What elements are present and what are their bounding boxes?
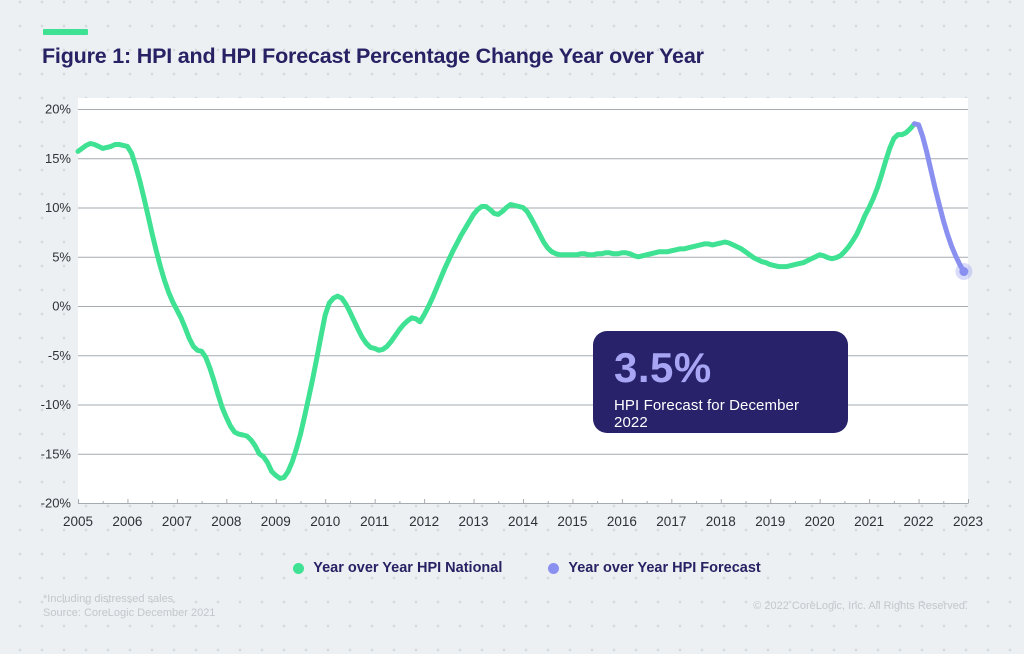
- svg-text:2008: 2008: [211, 514, 241, 529]
- svg-text:20%: 20%: [45, 102, 71, 117]
- forecast-callout-value: 3.5%: [614, 344, 712, 391]
- svg-text:2015: 2015: [557, 514, 587, 529]
- forecast-legend-dot-icon: [548, 562, 560, 574]
- svg-text:5%: 5%: [52, 249, 71, 264]
- svg-text:2006: 2006: [112, 514, 142, 529]
- legend-item-national: Year over Year HPI National: [293, 560, 502, 576]
- copyright-text: © 2022 CoreLogic, Inc. All Rights Reserv…: [753, 600, 968, 612]
- svg-text:2009: 2009: [261, 514, 291, 529]
- svg-text:2005: 2005: [63, 514, 93, 529]
- svg-text:-20%: -20%: [41, 496, 72, 511]
- svg-text:15%: 15%: [45, 151, 71, 166]
- svg-text:0%: 0%: [52, 299, 71, 314]
- forecast-end-marker: [955, 263, 973, 281]
- svg-text:2016: 2016: [607, 514, 637, 529]
- page-title: Figure 1: HPI and HPI Forecast Percentag…: [42, 44, 704, 68]
- forecast-callout: 3.5% HPI Forecast for December 2022: [593, 331, 848, 433]
- svg-text:2010: 2010: [310, 514, 340, 529]
- svg-text:2023: 2023: [953, 514, 983, 529]
- footnote: *Including distressed sales Source: Core…: [43, 592, 215, 620]
- legend-item-forecast: Year over Year HPI Forecast: [548, 560, 761, 576]
- svg-text:2018: 2018: [706, 514, 736, 529]
- x-axis-ticks: [78, 499, 969, 504]
- svg-text:2022: 2022: [904, 514, 934, 529]
- svg-text:-15%: -15%: [41, 446, 72, 461]
- hpi-national-line: [75, 121, 917, 481]
- hpi-forecast-line: [911, 121, 967, 274]
- plot-area: [78, 98, 968, 504]
- footnote-line-1: *Including distressed sales: [43, 593, 174, 605]
- chart-legend: Year over Year HPI National Year over Ye…: [15, 560, 1024, 576]
- footnote-line-2: Source: CoreLogic December 2021: [43, 607, 216, 619]
- svg-text:2011: 2011: [360, 514, 389, 529]
- svg-text:10%: 10%: [45, 200, 71, 215]
- legend-label-national: Year over Year HPI National: [313, 560, 503, 576]
- svg-text:2019: 2019: [755, 514, 785, 529]
- svg-text:-10%: -10%: [41, 397, 72, 412]
- svg-text:2012: 2012: [409, 514, 439, 529]
- svg-text:2013: 2013: [459, 514, 489, 529]
- svg-text:-5%: -5%: [48, 348, 72, 363]
- forecast-callout-label: HPI Forecast for December 2022: [614, 397, 800, 432]
- x-axis-labels: 2005 2006 2007 2008 2009 2010 2011 2012 2013 2014…: [63, 514, 983, 529]
- svg-text:2020: 2020: [805, 514, 835, 529]
- svg-text:2017: 2017: [656, 514, 686, 529]
- svg-text:2021: 2021: [854, 514, 884, 529]
- national-legend-dot-icon: [293, 562, 305, 574]
- svg-text:2007: 2007: [162, 514, 192, 529]
- legend-label-forecast: Year over Year HPI Forecast: [568, 560, 761, 576]
- y-axis-labels: 20% 15% 10% 5% 0% -5% -10% -15% -20%: [41, 102, 72, 511]
- svg-text:2014: 2014: [508, 514, 539, 529]
- title-accent-bar: [43, 29, 88, 35]
